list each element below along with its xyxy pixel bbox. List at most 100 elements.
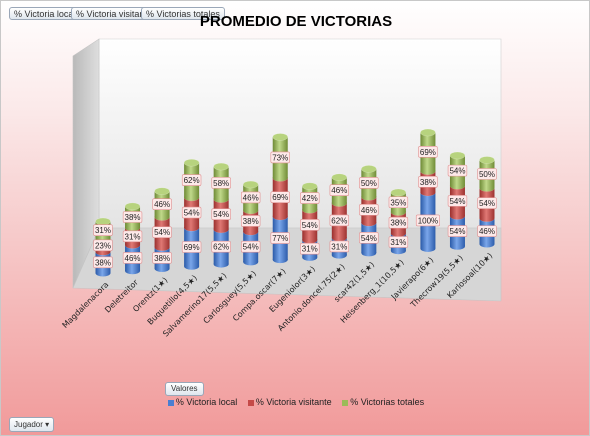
data-label-local: 54% <box>359 232 379 244</box>
bar-stack: 31% 54% 42% <box>300 182 320 261</box>
svg-text:100%: 100% <box>418 216 438 225</box>
data-label-visitante: 54% <box>211 208 231 221</box>
legend-swatch-visitante <box>247 399 254 406</box>
svg-text:50%: 50% <box>361 179 377 188</box>
legend-label-local: % Victoria local <box>175 397 238 407</box>
svg-text:54%: 54% <box>184 209 200 218</box>
legend-label-totales: % Victorias totales <box>350 397 425 407</box>
svg-text:38%: 38% <box>154 254 170 263</box>
cylinder-top <box>95 217 111 226</box>
data-label-totales: 73% <box>270 151 290 164</box>
svg-text:38%: 38% <box>95 258 111 267</box>
svg-text:54%: 54% <box>479 199 495 208</box>
svg-text:54%: 54% <box>449 197 465 206</box>
cylinder-top <box>361 165 377 173</box>
legend-item-local: % Victoria local <box>167 397 238 407</box>
data-label-visitante: 54% <box>152 226 172 238</box>
data-label-totales: 62% <box>181 174 202 186</box>
legend-item-visitante: % Victoria visitante <box>247 397 332 407</box>
data-label-totales: 31% <box>93 224 113 236</box>
data-label-local: 46% <box>122 252 143 264</box>
data-label-visitante: 31% <box>122 230 143 243</box>
data-label-visitante: 38% <box>240 215 261 227</box>
data-label-local: 69% <box>181 241 202 253</box>
bar-stack: 46% 31% 38% <box>122 202 143 275</box>
data-label-local: 54% <box>240 240 261 253</box>
cylinder-top <box>154 187 170 196</box>
svg-text:69%: 69% <box>184 243 200 252</box>
svg-text:38%: 38% <box>125 213 141 222</box>
data-label-local: 100% <box>415 214 440 227</box>
data-label-totales: 58% <box>211 177 231 189</box>
svg-text:54%: 54% <box>302 221 318 230</box>
svg-text:38%: 38% <box>420 178 436 187</box>
svg-text:31%: 31% <box>95 226 111 235</box>
data-label-visitante: 69% <box>270 191 290 203</box>
data-label-totales: 50% <box>477 168 497 180</box>
svg-text:50%: 50% <box>479 170 495 179</box>
bar-stack: 69% 54% 62% <box>181 158 202 270</box>
data-label-visitante: 23% <box>93 239 113 252</box>
dropdown-arrow-icon: ▾ <box>45 420 50 429</box>
svg-text:54%: 54% <box>213 210 229 219</box>
svg-text:31%: 31% <box>390 238 406 247</box>
valores-button[interactable]: Valores <box>165 382 204 396</box>
bar-stack: 38% 23% 31% <box>93 217 113 277</box>
svg-text:46%: 46% <box>154 200 170 209</box>
data-label-totales: 35% <box>388 196 409 209</box>
svg-text:62%: 62% <box>213 243 229 252</box>
data-label-local: 31% <box>329 240 350 253</box>
svg-text:31%: 31% <box>125 232 141 241</box>
bar-stack: 54% 54% 54% <box>447 151 468 250</box>
svg-text:62%: 62% <box>331 216 347 225</box>
bar-stack: 38% 54% 46% <box>152 187 172 273</box>
svg-text:46%: 46% <box>125 254 141 263</box>
data-label-local: 46% <box>477 225 497 237</box>
svg-text:35%: 35% <box>390 198 406 207</box>
svg-text:31%: 31% <box>302 245 318 254</box>
data-label-local: 38% <box>152 252 172 264</box>
bar-stack: 100% 38% 69% <box>415 128 440 252</box>
jugador-filter-button[interactable]: Jugador ▾ <box>9 417 55 432</box>
bar-stack: 62% 54% 58% <box>211 162 231 268</box>
cylinder-top <box>449 151 466 160</box>
cylinder-top <box>213 162 229 171</box>
bar-stack: 54% 38% 46% <box>240 180 261 266</box>
field-button-victorias-totales[interactable]: % Victorias totales <box>141 7 225 20</box>
chart-title: PROMEDIO DE VICTORIAS <box>199 13 393 30</box>
cylinder-top <box>390 188 407 197</box>
data-label-totales: 50% <box>359 177 379 189</box>
svg-text:38%: 38% <box>390 219 406 228</box>
data-label-visitante: 54% <box>300 219 320 231</box>
data-label-local: 38% <box>93 256 113 269</box>
data-label-local: 54% <box>447 225 468 237</box>
bar-stack: 46% 54% 50% <box>477 156 497 248</box>
legend-swatch-totales <box>342 399 349 406</box>
jugador-label: Jugador <box>14 420 43 429</box>
svg-text:73%: 73% <box>272 153 288 162</box>
cylinder-top <box>242 180 259 189</box>
svg-text:54%: 54% <box>243 243 259 252</box>
bar-segment-totales <box>331 173 348 207</box>
svg-text:38%: 38% <box>243 217 259 226</box>
data-label-visitante: 54% <box>477 197 497 209</box>
svg-text:54%: 54% <box>449 227 465 236</box>
svg-text:54%: 54% <box>449 167 465 176</box>
data-label-totales: 46% <box>240 191 261 204</box>
bar-stack: 31% 38% 35% <box>388 188 409 255</box>
data-label-local: 31% <box>388 236 409 248</box>
svg-text:46%: 46% <box>479 227 495 236</box>
bar-stack: 54% 46% 50% <box>359 165 379 257</box>
svg-text:23%: 23% <box>95 241 111 250</box>
data-label-visitante: 62% <box>329 214 350 227</box>
svg-text:46%: 46% <box>243 193 259 202</box>
data-label-totales: 46% <box>329 184 350 196</box>
data-label-visitante: 38% <box>418 176 438 188</box>
data-label-totales: 46% <box>152 198 172 210</box>
legend-label-visitante: % Victoria visitante <box>255 397 332 407</box>
cylinder-top <box>420 128 436 137</box>
svg-text:42%: 42% <box>302 194 318 203</box>
cylinder-top <box>302 182 318 191</box>
data-label-visitante: 46% <box>359 204 379 216</box>
